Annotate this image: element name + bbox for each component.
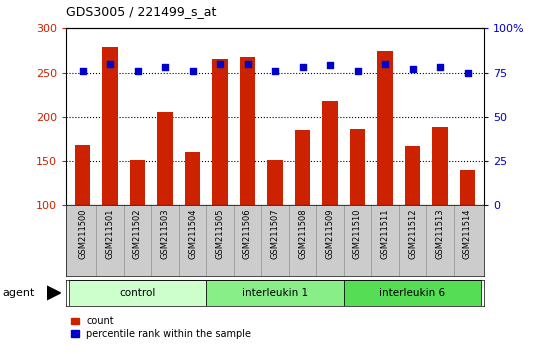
Bar	[157, 113, 173, 205]
Text: agent: agent	[3, 288, 35, 298]
Point	[463, 70, 472, 75]
Point	[133, 68, 142, 74]
Text: GSM211507: GSM211507	[271, 209, 279, 259]
Text: GSM211502: GSM211502	[133, 209, 142, 259]
Text: GSM211511: GSM211511	[381, 209, 389, 259]
Point	[408, 66, 417, 72]
Bar	[75, 145, 90, 205]
Text: GSM211500: GSM211500	[78, 209, 87, 259]
Text: GSM211508: GSM211508	[298, 209, 307, 259]
Point	[353, 68, 362, 74]
Point	[78, 68, 87, 74]
Bar	[295, 130, 310, 205]
Bar	[185, 152, 200, 205]
Bar	[69, 280, 206, 306]
Point	[216, 61, 224, 67]
Bar	[212, 59, 228, 205]
Bar	[377, 51, 393, 205]
Bar	[267, 160, 283, 205]
Point	[326, 63, 334, 68]
Bar	[322, 101, 338, 205]
Bar	[344, 280, 481, 306]
Text: GSM211503: GSM211503	[161, 209, 169, 259]
Point	[188, 68, 197, 74]
Bar	[405, 146, 420, 205]
Bar	[350, 129, 365, 205]
Point	[381, 61, 389, 67]
Text: GSM211501: GSM211501	[106, 209, 114, 259]
Bar	[102, 47, 118, 205]
Point	[106, 61, 114, 67]
Point	[298, 64, 307, 70]
Bar	[130, 160, 145, 205]
Text: GSM211509: GSM211509	[326, 209, 334, 259]
Text: GSM211504: GSM211504	[188, 209, 197, 259]
Polygon shape	[47, 286, 60, 300]
Bar	[240, 57, 255, 205]
Legend: count, percentile rank within the sample: count, percentile rank within the sample	[71, 316, 251, 339]
Text: GSM211510: GSM211510	[353, 209, 362, 259]
Point	[161, 64, 169, 70]
Text: GDS3005 / 221499_s_at: GDS3005 / 221499_s_at	[66, 5, 216, 18]
Text: control: control	[119, 288, 156, 298]
Text: GSM211513: GSM211513	[436, 209, 444, 259]
Text: GSM211512: GSM211512	[408, 209, 417, 259]
Bar	[206, 280, 344, 306]
Bar	[460, 170, 475, 205]
Bar	[432, 127, 448, 205]
Text: GSM211506: GSM211506	[243, 209, 252, 259]
Point	[436, 64, 444, 70]
Text: interleukin 6: interleukin 6	[379, 288, 446, 298]
Text: GSM211505: GSM211505	[216, 209, 224, 259]
Text: interleukin 1: interleukin 1	[242, 288, 308, 298]
Point	[243, 61, 252, 67]
Point	[271, 68, 279, 74]
Text: GSM211514: GSM211514	[463, 209, 472, 259]
